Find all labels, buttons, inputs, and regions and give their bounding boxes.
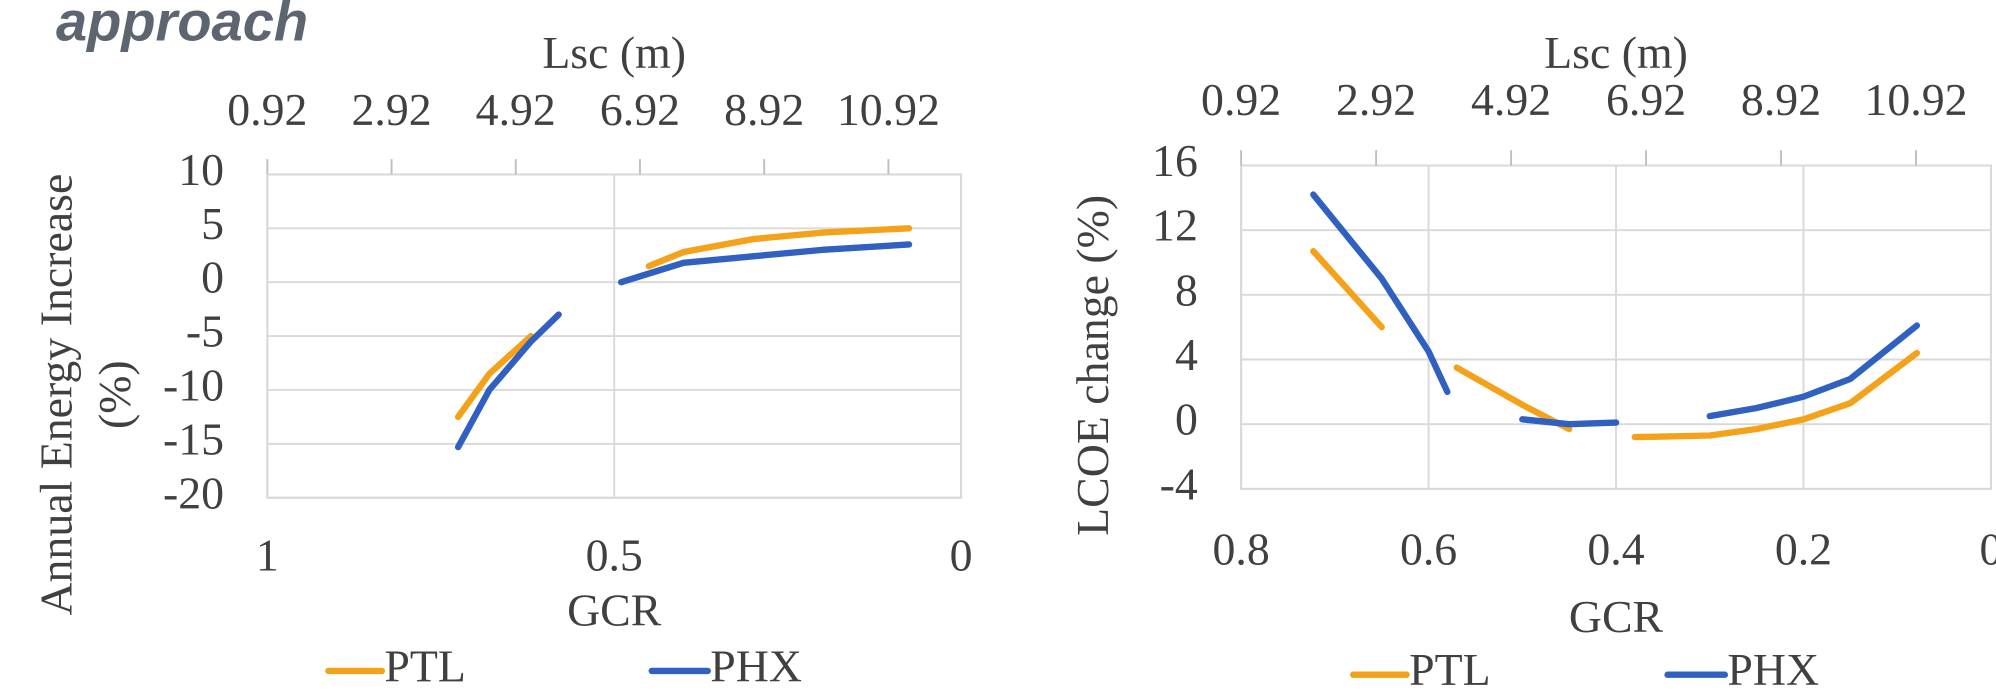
y-axis-label: LCOE change (%) — [1067, 195, 1118, 536]
y-tick-label: 5 — [201, 198, 224, 249]
top-tick-label: 6.92 — [600, 84, 680, 135]
legend-label: PHX — [1727, 644, 1819, 695]
top-tick-label: 2.92 — [351, 84, 431, 135]
x-tick-label: 0.8 — [1213, 523, 1270, 574]
y-tick-label: -20 — [163, 467, 224, 518]
series-line — [1310, 191, 1921, 428]
series-line — [454, 241, 913, 451]
top-tick-label: 10.92 — [1864, 74, 1967, 125]
x-axis-label: GCR — [567, 584, 662, 635]
top-tick-label: 4.92 — [1471, 74, 1551, 125]
y-tick-label: 12 — [1152, 200, 1198, 251]
heading: approach — [56, 0, 308, 52]
x-tick-label: 0.6 — [1400, 523, 1457, 574]
top-tick-label: 2.92 — [1336, 74, 1416, 125]
top-tick-label: 8.92 — [1741, 74, 1821, 125]
top-tick-label: 4.92 — [476, 84, 556, 135]
legend-label: PTL — [384, 640, 465, 691]
top-tick-label: 10.92 — [837, 84, 940, 135]
x2-axis-label: Lsc (m) — [542, 27, 686, 78]
y-tick-label: 0 — [1175, 394, 1198, 445]
legend-label: PTL — [1409, 644, 1490, 695]
y-tick-label: 10 — [178, 144, 224, 195]
y-tick-label: 0 — [201, 252, 224, 303]
x-tick-label: 0.5 — [586, 530, 643, 581]
y-axis-label: Annual Energy Increase — [31, 174, 82, 616]
y-tick-label: 8 — [1175, 264, 1198, 315]
x2-axis-label: Lsc (m) — [1544, 27, 1688, 78]
y-tick-label: -15 — [163, 413, 224, 464]
legend-label: PHX — [710, 640, 802, 691]
x-tick-label: 0 — [950, 530, 973, 581]
y-tick-label: -4 — [1160, 458, 1198, 509]
x-tick-label: 0.4 — [1587, 523, 1644, 574]
top-tick-label: 0.92 — [227, 84, 307, 135]
y-axis-label: (%) — [89, 360, 140, 429]
y-tick-label: 16 — [1152, 135, 1198, 186]
y-tick-label: -5 — [186, 306, 224, 357]
y-tick-label: 4 — [1175, 329, 1198, 380]
top-tick-label: 8.92 — [724, 84, 804, 135]
series-line — [454, 225, 913, 421]
x-tick-label: 0 — [1979, 523, 1996, 574]
top-tick-label: 0.92 — [1201, 74, 1281, 125]
x-tick-label: 0.2 — [1775, 523, 1832, 574]
x-tick-label: 1 — [256, 530, 279, 581]
x-axis-label: GCR — [1569, 591, 1664, 642]
y-tick-label: -10 — [163, 359, 224, 410]
top-tick-label: 6.92 — [1606, 74, 1686, 125]
